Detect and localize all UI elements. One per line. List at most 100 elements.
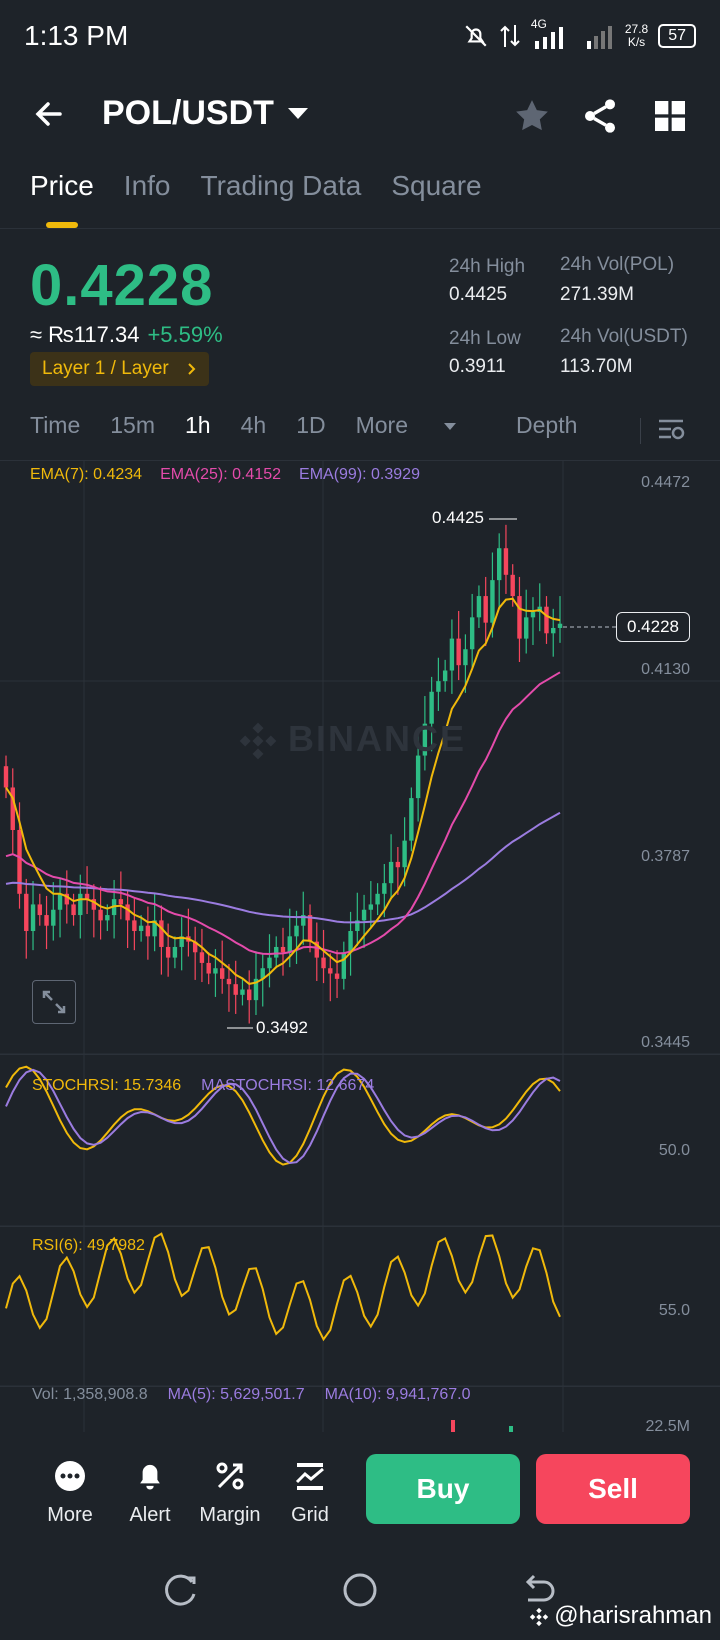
interval-4h[interactable]: 4h	[240, 412, 267, 438]
chevron-down-icon	[287, 108, 308, 119]
rsi-label: RSI(6): 49.7982	[32, 1237, 145, 1254]
high-value: 0.4425	[449, 284, 508, 305]
more-button[interactable]: More	[31, 1458, 109, 1527]
candle-body	[409, 798, 414, 841]
candle-body	[206, 962, 211, 974]
ema7-label: EMA(7): 0.4234	[30, 466, 143, 483]
candle-body	[436, 681, 441, 692]
tab-trading-data[interactable]: Trading Data	[200, 170, 362, 201]
low-annotation: 0.3492	[256, 1018, 308, 1037]
ema99-line	[5, 811, 561, 924]
candle-body	[544, 606, 549, 634]
mastochrsi-label: MASTOCHRSI: 12.6674	[201, 1077, 375, 1094]
candle-body	[476, 596, 482, 618]
expand-icon	[42, 990, 66, 1014]
candle-body	[402, 840, 407, 868]
system-nav-bar	[0, 1544, 720, 1640]
back-button[interactable]	[30, 92, 74, 136]
share-button[interactable]	[580, 96, 620, 136]
candle-body	[334, 973, 340, 979]
stoch-divider	[0, 1054, 720, 1055]
candle-body	[24, 893, 29, 932]
ema25-label: EMA(25): 0.4152	[160, 466, 282, 483]
rsi-divider	[0, 1226, 720, 1227]
data-arrows-icon	[500, 25, 520, 47]
back-nav-icon[interactable]	[520, 1574, 556, 1608]
back-arrow-icon	[35, 102, 62, 126]
tab-price[interactable]: Price	[30, 170, 94, 201]
candle-body	[105, 915, 110, 921]
share-icon	[585, 99, 615, 133]
binance-watermark: BINANCE	[236, 718, 466, 763]
volume-ma10-label: MA(10): 9,941,767.0	[324, 1386, 471, 1403]
tab-info[interactable]: Info	[123, 170, 171, 201]
active-tab-indicator	[46, 222, 78, 228]
category-tag[interactable]: Layer 1 / Layer	[30, 352, 209, 386]
high-label: 24h High	[449, 256, 526, 277]
chart-top-divider	[0, 460, 720, 461]
candle-body	[152, 920, 157, 937]
status-time: 1:13 PM	[24, 20, 129, 51]
recents-icon[interactable]	[164, 1574, 198, 1608]
grid-button[interactable]: Grid	[271, 1458, 349, 1527]
interval-time[interactable]: Time	[30, 412, 81, 438]
chart-settings-button[interactable]	[656, 414, 686, 449]
interval-1d[interactable]: 1D	[296, 412, 326, 438]
vol-quote-label: 24h Vol(USDT)	[560, 326, 688, 347]
margin-percent-icon	[216, 1462, 244, 1490]
candle-body	[71, 904, 76, 916]
bell-icon	[140, 1464, 160, 1490]
speed-unit: K/s	[627, 35, 646, 49]
candle-body	[483, 596, 488, 623]
candle-body	[503, 548, 509, 575]
candle-body	[294, 925, 299, 937]
candle-body	[496, 548, 502, 581]
margin-button[interactable]: Margin	[191, 1458, 269, 1527]
alert-label: Alert	[129, 1504, 171, 1526]
price-chart[interactable]	[0, 460, 720, 1432]
fullscreen-button[interactable]	[32, 980, 76, 1024]
home-icon[interactable]	[342, 1572, 378, 1608]
interval-more-label: More	[355, 412, 409, 438]
interval-bar: Time 15m 1h 4h 1D More Depth	[30, 412, 607, 439]
depth-tab[interactable]: Depth	[516, 412, 578, 438]
more-label: More	[47, 1504, 93, 1526]
sell-button[interactable]: Sell	[536, 1454, 690, 1524]
signal-strength-2-icon	[586, 26, 612, 49]
interval-divider	[640, 418, 641, 444]
candle-body	[382, 883, 387, 894]
stochrsi-legend: STOCHRSI: 15.7346 MASTOCHRSI: 12.6674	[32, 1077, 374, 1095]
y-tick: 0.4472	[641, 474, 690, 491]
y-tick: 0.4130	[641, 661, 690, 678]
tab-square[interactable]: Square	[391, 170, 482, 201]
speed-value: 27.8	[624, 22, 649, 36]
favorite-button[interactable]	[512, 96, 552, 136]
candle-body	[517, 596, 522, 639]
low-value: 0.3911	[449, 356, 506, 377]
candle-body	[314, 941, 319, 958]
candle-body	[375, 893, 380, 905]
stochrsi-label: STOCHRSI: 15.7346	[32, 1077, 182, 1094]
candle-body	[422, 723, 428, 756]
candle-body	[429, 691, 434, 724]
candle-body	[267, 957, 272, 969]
pair-title: POL/USDT	[102, 94, 274, 132]
volume-bar	[451, 1420, 455, 1432]
buy-button[interactable]: Buy	[366, 1454, 520, 1524]
alert-button[interactable]: Alert	[111, 1458, 189, 1527]
candle-body	[199, 952, 205, 963]
candle-body	[118, 899, 124, 905]
candle-body	[192, 941, 198, 953]
grid-menu-button[interactable]	[650, 96, 690, 136]
interval-15m[interactable]: 15m	[110, 412, 156, 438]
interval-1h[interactable]: 1h	[185, 412, 211, 438]
candle-body	[524, 617, 529, 639]
interval-more[interactable]: More	[356, 412, 486, 439]
candle-body	[226, 978, 232, 985]
star-icon	[516, 100, 548, 131]
ema7-line	[5, 597, 561, 985]
grid-trading-icon	[295, 1463, 324, 1490]
pair-selector[interactable]: POL/USDT	[102, 94, 308, 133]
candle-body	[240, 989, 245, 995]
candle-body	[179, 936, 184, 947]
